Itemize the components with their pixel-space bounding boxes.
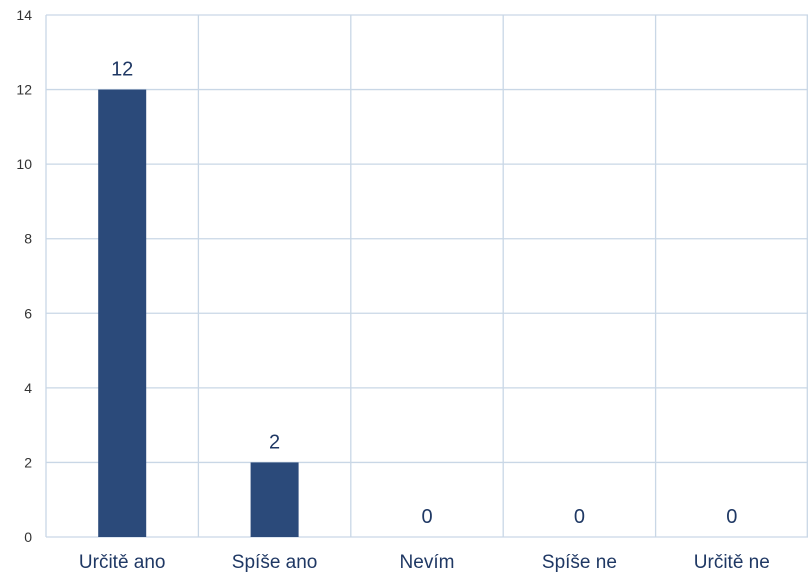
category-label: Nevím: [400, 552, 455, 573]
bars: [98, 89, 299, 538]
data-label: 0: [726, 506, 737, 528]
data-label: 12: [111, 59, 133, 81]
y-tick-label: 6: [24, 305, 32, 321]
y-tick-label: 14: [16, 7, 32, 23]
y-tick-label: 10: [16, 156, 32, 172]
data-labels: 12 2 0 0 0: [111, 59, 737, 528]
y-tick-label: 8: [24, 231, 32, 247]
category-label: Určitě ano: [79, 552, 166, 573]
category-label: Určitě ne: [694, 552, 770, 573]
y-tick-label: 2: [24, 454, 32, 470]
category-label: Spíše ne: [542, 552, 617, 573]
data-label: 2: [269, 431, 280, 453]
data-label: 0: [421, 506, 432, 528]
data-label: 0: [574, 506, 585, 528]
y-tick-label: 0: [24, 529, 32, 545]
category-label: Spíše ano: [232, 552, 318, 573]
grid-lines: [45, 14, 808, 538]
bar-2: [250, 462, 299, 537]
y-tick-label: 12: [16, 82, 32, 98]
bar-1: [98, 89, 147, 538]
y-tick-label: 4: [24, 380, 32, 396]
y-axis-ticks: 0 2 4 6 8 10 12 14: [16, 7, 32, 545]
x-axis-labels: Určitě ano Spíše ano Nevím Spíše ne Určitě n…: [79, 552, 770, 573]
